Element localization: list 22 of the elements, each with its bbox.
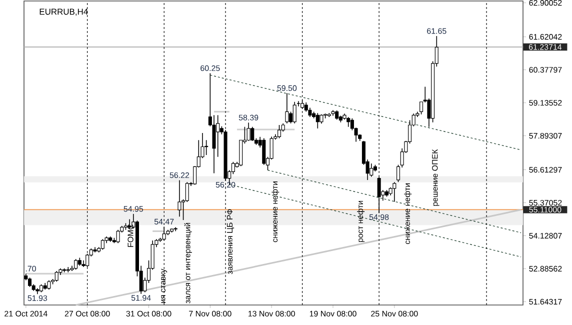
candlestick <box>392 182 396 202</box>
candlestick <box>74 258 78 270</box>
candlestick <box>285 92 289 124</box>
candlestick <box>28 277 32 288</box>
candlestick <box>100 238 104 250</box>
candlestick <box>66 266 70 273</box>
candlestick <box>178 180 182 217</box>
candlestick <box>335 110 339 120</box>
candlestick <box>185 182 189 202</box>
candlestick <box>250 126 254 142</box>
candlestick <box>116 229 120 244</box>
candlestick <box>246 122 250 142</box>
candlestick <box>320 114 324 124</box>
candlestick <box>370 163 374 178</box>
candlestick <box>278 124 282 139</box>
candlestick <box>47 280 51 290</box>
candlestick <box>262 138 266 166</box>
candlestick <box>292 101 296 124</box>
candlestick <box>316 112 320 129</box>
candlestick <box>346 116 350 128</box>
candlestick <box>54 270 58 282</box>
text: EURRUB,H4 <box>40 8 88 16</box>
